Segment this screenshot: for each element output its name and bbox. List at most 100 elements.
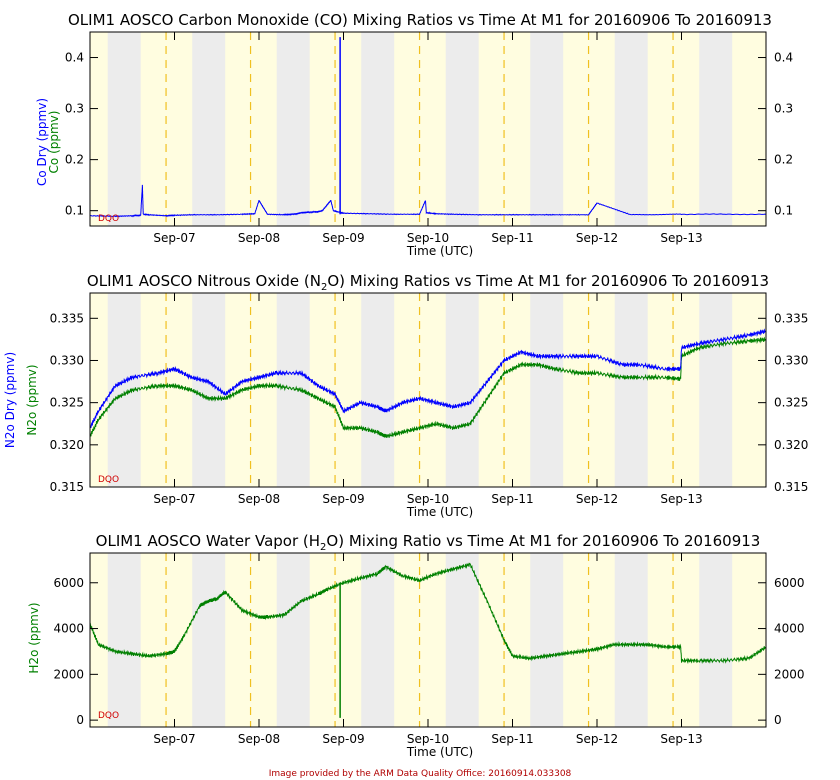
x-axis-label: Time (UTC) [406,745,473,759]
y-axis-ticks: 0 0 2000 2000 4000 4000 6000 6000 [53,576,804,727]
x-tick-label: Sep-10 [407,231,449,245]
series-line-h2o [89,562,767,665]
x-tick-label: Sep-08 [238,231,280,245]
night-band [699,553,733,727]
co-chart-panel: 0.1 0.10.2 0.20.3 0.30.4 0.4 Sep-07 Sep-08 Sep… [35,11,793,258]
y-tick-label-left: 0.4 [65,51,84,65]
n2o-series-lines [89,328,767,438]
y-axis-label-wet: Co (ppmv) [47,111,61,174]
night-band [445,32,479,226]
midnight-markers [165,553,674,727]
night-band [614,553,648,727]
night-band [445,553,479,727]
x-tick-label: Sep-10 [407,732,449,746]
y-tick-label-left: 0.315 [50,480,84,494]
y-tick-label-right: 4000 [774,622,805,636]
midnight-markers [165,32,674,226]
night-band [614,293,648,487]
y-tick-label-left: 2000 [53,667,84,681]
x-axis-label: Time (UTC) [406,505,473,519]
y-axis-label-dry: N2o Dry (ppmv) [3,352,17,448]
x-tick-label: Sep-13 [660,492,702,506]
chart-title: OLIM1 AOSCO Nitrous Oxide (N2O) Mixing R… [87,272,769,293]
x-tick-label: Sep-10 [407,492,449,506]
x-tick-label: Sep-08 [238,732,280,746]
x-tick-label: Sep-11 [491,732,533,746]
day-night-bands [90,553,766,727]
x-tick-label: Sep-12 [576,231,618,245]
night-band [361,293,395,487]
x-tick-label: Sep-07 [153,231,195,245]
night-band [699,293,733,487]
chart-title-sub: 2 [320,542,326,553]
x-tick-label: Sep-13 [660,732,702,746]
x-tick-label: Sep-11 [491,492,533,506]
x-tick-label: Sep-08 [238,492,280,506]
chart-title-part-2: O) Mixing Ratio vs Time At M1 for 201609… [326,532,760,550]
x-tick-label: Sep-12 [576,732,618,746]
night-band [361,553,395,727]
y-tick-label-right: 0.330 [774,353,808,367]
night-band [530,293,564,487]
y-tick-label-right: 0 [774,713,782,727]
y-tick-label-left: 0.325 [50,396,84,410]
x-tick-label: Sep-09 [322,732,364,746]
night-band [699,32,733,226]
y-axis-label-wet: H2o (ppmv) [27,602,41,673]
n2o-chart-panel: 0.315 0.315 0.320 0.320 0.325 0.325 0.330 0.330… [3,272,808,519]
h2o-series-lines [89,562,767,718]
image-credit: Image provided by the ARM Data Quality O… [269,769,572,779]
co-series-lines [89,37,767,218]
y-tick-label-right: 0.335 [774,311,808,325]
x-tick-label: Sep-07 [153,492,195,506]
night-band [276,553,310,727]
day-night-bands [90,32,766,226]
chart-title-part-1: OLIM1 AOSCO Nitrous Oxide (N [87,272,321,290]
x-tick-label: Sep-09 [322,231,364,245]
y-tick-label-right: 2000 [774,667,805,681]
y-tick-label-right: 0.2 [774,153,793,167]
chart-title-sub: 2 [321,282,327,293]
y-tick-label-right: 6000 [774,576,805,590]
series-line-n2o-dry [89,328,767,429]
night-band [192,553,226,727]
y-tick-label-left: 0.330 [50,353,84,367]
y-tick-label-left: 0.1 [65,204,84,218]
night-band [192,32,226,226]
midnight-markers [165,293,674,487]
y-tick-label-right: 0.315 [774,480,808,494]
night-band [107,32,141,226]
y-tick-label-left: 0.335 [50,311,84,325]
night-band [445,293,479,487]
chart-title-part-1: OLIM1 AOSCO Water Vapor (H [96,532,320,550]
y-axis-ticks: 0.315 0.315 0.320 0.320 0.325 0.325 0.330 0.330… [50,311,809,494]
y-tick-label-left: 6000 [53,576,84,590]
x-tick-label: Sep-11 [491,231,533,245]
chart-title-part-2: O) Mixing Ratios vs Time At M1 for 20160… [327,272,769,290]
chart-title: OLIM1 AOSCO Carbon Monoxide (CO) Mixing … [68,11,772,29]
series-line-co-dry [89,184,767,218]
x-tick-label: Sep-12 [576,492,618,506]
x-tick-label: Sep-09 [322,492,364,506]
x-axis-ticks: Sep-07 Sep-08 Sep-09 Sep-10 Sep-11 Sep-12 Sep-… [153,293,703,519]
night-band [614,32,648,226]
chart-title: OLIM1 AOSCO Water Vapor (H2O) Mixing Rat… [96,532,761,553]
y-tick-label-left: 0.320 [50,438,84,452]
dqo-label: DQO [98,214,119,224]
y-tick-label-right: 0.320 [774,438,808,452]
day-band [90,553,766,727]
night-band [361,32,395,226]
y-axis-label-wet: N2o (ppmv) [25,364,39,435]
x-tick-label: Sep-13 [660,231,702,245]
night-band [107,553,141,727]
y-tick-label-right: 0.325 [774,396,808,410]
day-night-bands [90,293,766,487]
y-tick-label-left: 0 [76,713,84,727]
y-axis-label-dry: Co Dry (ppmv) [35,98,49,186]
night-band [276,293,310,487]
night-band [276,32,310,226]
y-tick-label-left: 0.3 [65,102,84,116]
x-axis-ticks: Sep-07 Sep-08 Sep-09 Sep-10 Sep-11 Sep-12 Sep-… [153,553,703,759]
